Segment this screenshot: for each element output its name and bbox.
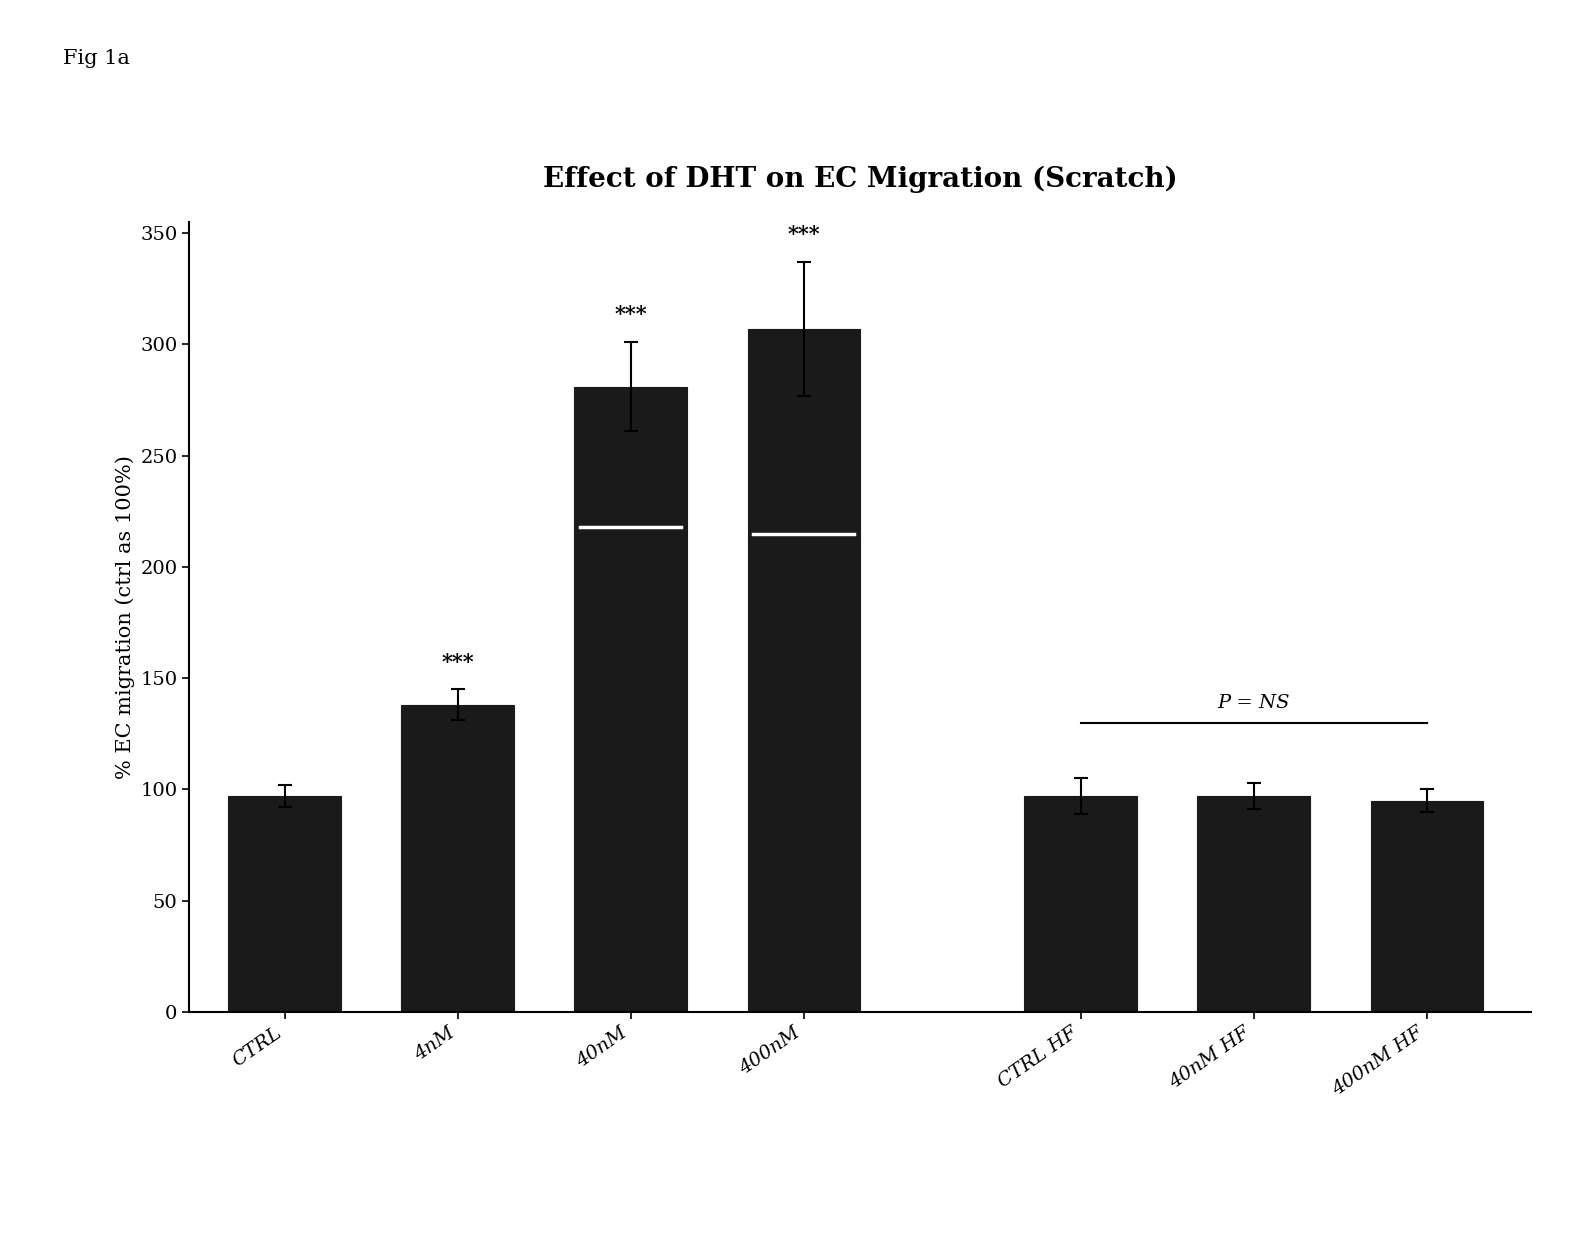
Bar bbox=[574, 386, 686, 1012]
Text: ***: *** bbox=[614, 305, 647, 325]
Bar bbox=[1024, 796, 1136, 1012]
Text: ***: *** bbox=[442, 652, 473, 671]
Text: P = NS: P = NS bbox=[1218, 694, 1289, 712]
Y-axis label: % EC migration (ctrl as 100%): % EC migration (ctrl as 100%) bbox=[115, 455, 134, 779]
Bar bbox=[1198, 796, 1310, 1012]
Text: ***: *** bbox=[787, 225, 821, 244]
Bar bbox=[229, 796, 341, 1012]
Bar bbox=[401, 705, 514, 1012]
Title: Effect of DHT on EC Migration (Scratch): Effect of DHT on EC Migration (Scratch) bbox=[543, 167, 1177, 194]
Text: Fig 1a: Fig 1a bbox=[63, 49, 129, 68]
Bar bbox=[1371, 801, 1483, 1012]
Bar bbox=[748, 329, 860, 1012]
